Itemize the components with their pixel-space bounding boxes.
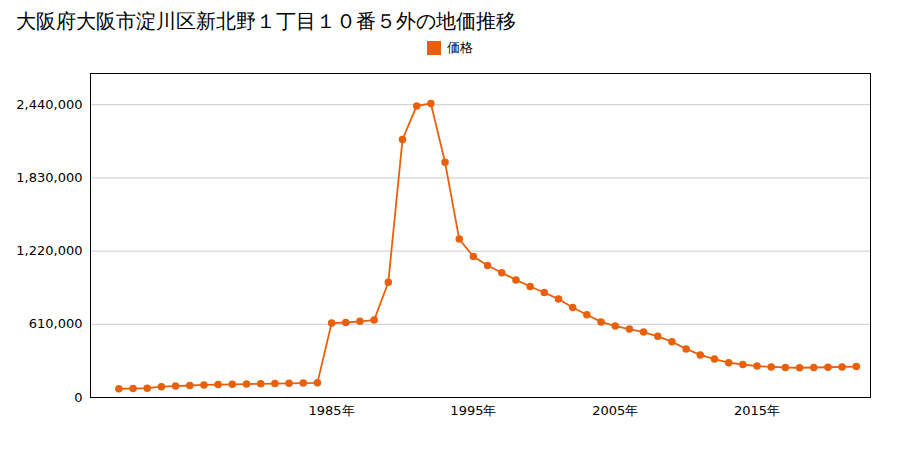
svg-text:2,440,000: 2,440,000 <box>16 97 82 112</box>
html-text:価格: 価格 <box>447 40 473 55</box>
svg-text:1,220,000: 1,220,000 <box>16 243 82 258</box>
html-text:大阪府大阪市淀川区新北野１丁目１０番５外の地価推移: 大阪府大阪市淀川区新北野１丁目１０番５外の地価推移 <box>16 9 516 33</box>
svg-text:610,000: 610,000 <box>29 316 83 331</box>
svg-text:1,830,000: 1,830,000 <box>16 170 82 185</box>
svg-text:2005年: 2005年 <box>592 403 638 418</box>
svg-text:1995年: 1995年 <box>450 403 496 418</box>
svg-text:0: 0 <box>74 390 82 405</box>
svg-text:2015年: 2015年 <box>734 403 780 418</box>
svg-text:1985年: 1985年 <box>309 403 355 418</box>
